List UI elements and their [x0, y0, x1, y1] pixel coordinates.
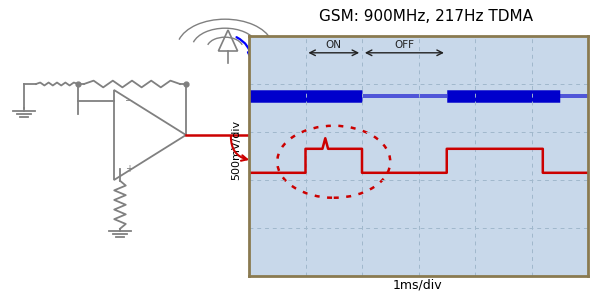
Text: ON: ON	[326, 40, 342, 50]
Text: GSM: 900MHz, 217Hz TDMA: GSM: 900MHz, 217Hz TDMA	[319, 9, 533, 24]
Text: 1ms/div: 1ms/div	[392, 278, 442, 291]
Text: OFF: OFF	[394, 40, 415, 50]
Text: 500mV/div: 500mV/div	[231, 120, 241, 180]
Text: +: +	[125, 164, 133, 174]
Text: −: −	[125, 96, 133, 106]
